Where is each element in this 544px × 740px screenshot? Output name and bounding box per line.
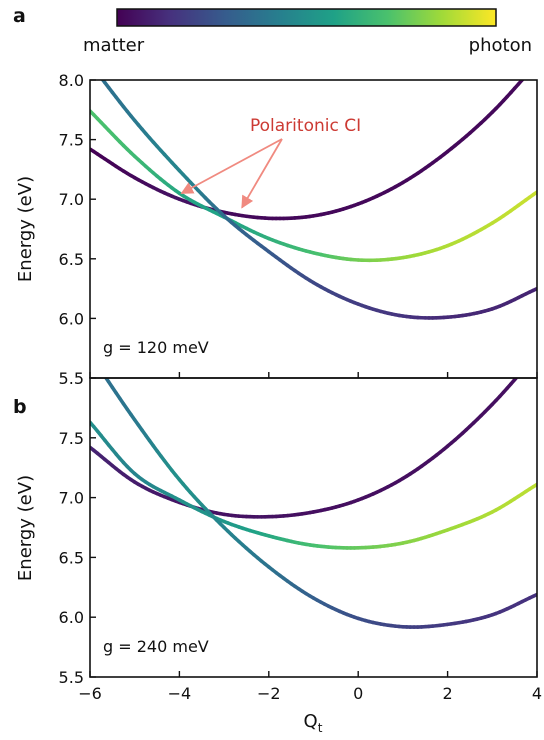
panel-a-series-3-segment	[97, 73, 101, 78]
panel-b-ytick-label: 7.5	[59, 429, 84, 448]
panel-b-series-1-segment	[522, 367, 526, 371]
x-axis-label: Qt	[304, 711, 323, 735]
polaritonic-ci-label: Polaritonic CI	[250, 116, 361, 136]
x-axis-label-subscript: t	[318, 721, 323, 735]
panel-b-ytick-label: 6.5	[59, 548, 84, 567]
panel-b-series-3-segment	[97, 365, 101, 371]
colorbar-left-label: matter	[83, 35, 145, 56]
panel-a-curves	[90, 63, 537, 318]
panel-a-series-3-segment	[90, 63, 94, 68]
panel-a-ytick-label: 5.5	[59, 369, 84, 388]
colorbar	[117, 9, 496, 26]
panel-a-series-1-segment	[533, 63, 537, 67]
panel-b-series-1-segment	[518, 371, 522, 375]
panel-b-ytick-label: 7.0	[59, 489, 84, 508]
panel-b-ylabel: Energy (eV)	[15, 475, 36, 581]
colorbar-right-label: photon	[469, 35, 532, 56]
panel-b-series-1-segment	[526, 363, 530, 367]
panel-b-letter: b	[13, 396, 27, 418]
x-tick-label: −4	[168, 684, 192, 703]
panel-a-series-1-segment	[530, 67, 534, 71]
panel-a-ytick-label: 6.0	[59, 309, 84, 328]
panel-b-series-1-segment	[530, 358, 534, 362]
x-tick-label: 4	[532, 684, 542, 703]
panel-a-coupling-label: g = 120 meV	[103, 338, 209, 357]
x-tick-label: −2	[257, 684, 281, 703]
panel-a-ylabel: Energy (eV)	[15, 176, 36, 282]
panel-a-series-1-segment	[526, 72, 530, 76]
x-tick-label: −6	[78, 684, 102, 703]
panel-b-ytick-label: 6.0	[59, 608, 84, 627]
panel-b-coupling-label: g = 240 meV	[103, 637, 209, 656]
panel-a-ytick-label: 7.0	[59, 190, 84, 209]
panel-b-series-3-segment	[101, 371, 105, 377]
x-tick-label: 0	[353, 684, 363, 703]
panel-a-series-3-segment	[94, 68, 98, 73]
panel-b-frame	[90, 378, 537, 677]
panel-a-letter: a	[13, 5, 26, 27]
panel-b-curves	[90, 354, 537, 627]
x-tick-label: 2	[443, 684, 453, 703]
panel-a-ytick-label: 8.0	[59, 71, 84, 90]
panel-b-series-3-segment	[94, 360, 98, 366]
panel-a-ytick-label: 7.5	[59, 131, 84, 150]
panel-a-ytick-label: 6.5	[59, 250, 84, 269]
